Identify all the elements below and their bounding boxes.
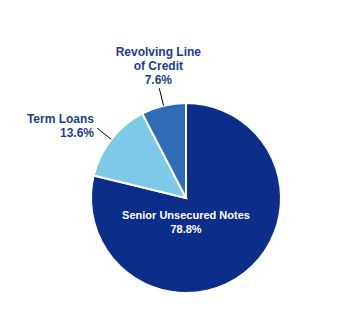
svg-text:Term Loans13.6%: Term Loans13.6%: [27, 112, 94, 140]
svg-text:Revolving Lineof Credit7.6%: Revolving Lineof Credit7.6%: [116, 45, 202, 87]
svg-text:Senior Unsecured Notes78.8%: Senior Unsecured Notes78.8%: [122, 209, 250, 235]
